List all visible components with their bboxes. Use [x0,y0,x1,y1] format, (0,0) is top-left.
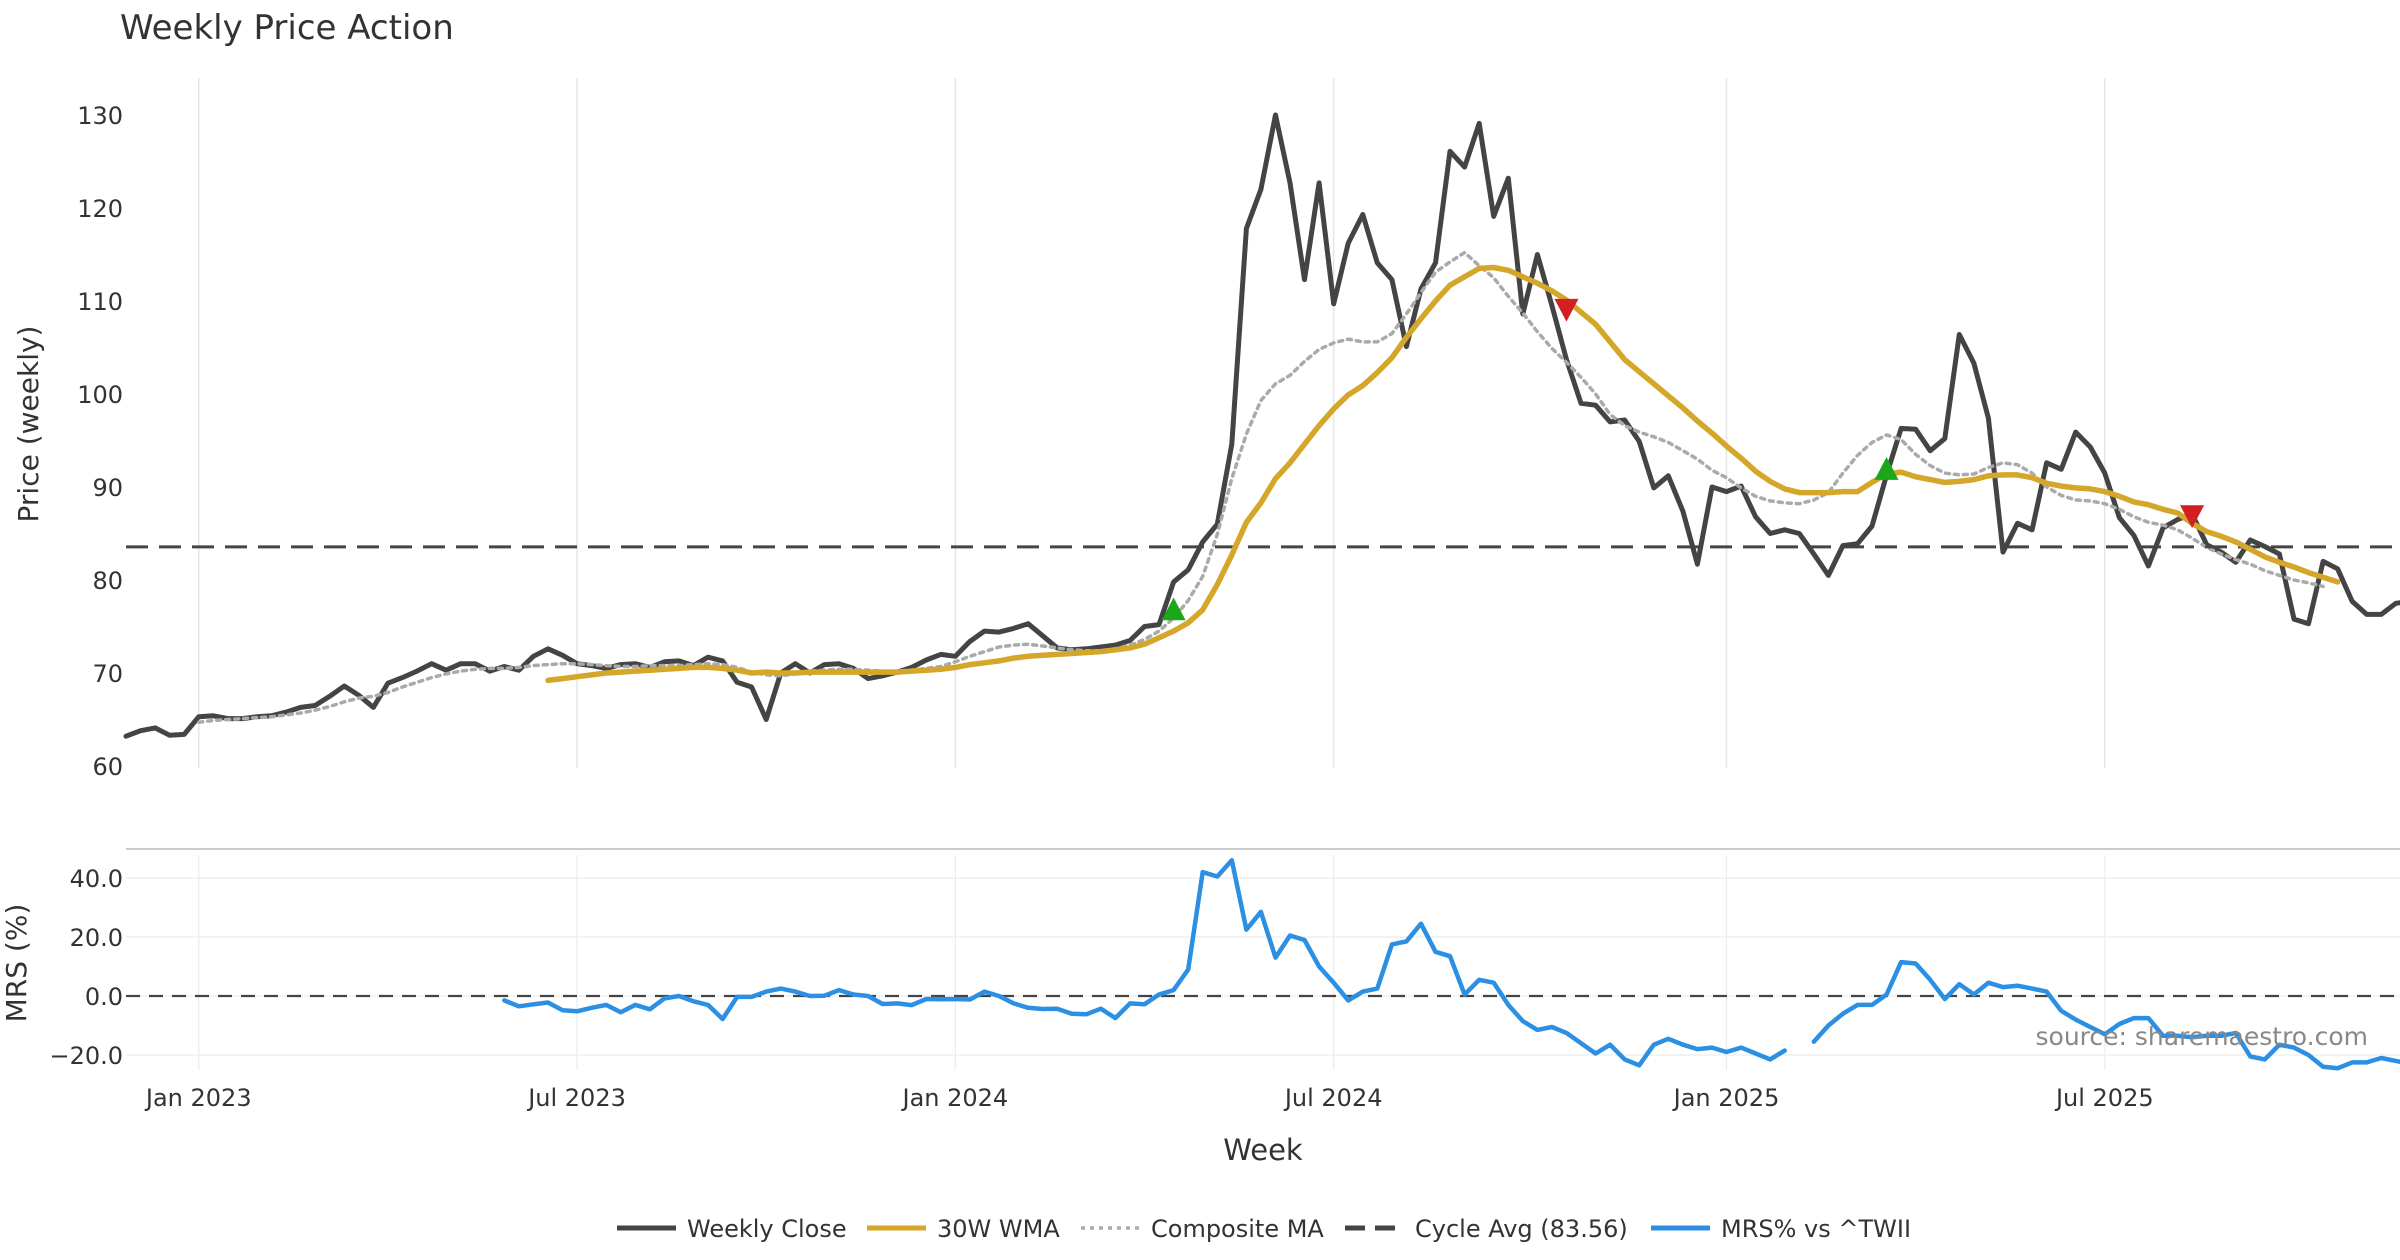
x-tick-label: Jul 2025 [2054,1084,2154,1112]
x-tick-label: Jul 2023 [526,1084,626,1112]
buy-signal-marker [1161,597,1186,621]
price-panel [123,112,2400,739]
x-tick-label: Jan 2024 [900,1084,1008,1112]
legend-item: Cycle Avg (83.56) [1345,1215,1628,1243]
axes: 60 70 80 90 100 110 120 130 Price (weekly) −20.0 0… [0,102,2154,1167]
legend-label: Cycle Avg (83.56) [1415,1215,1628,1243]
sell-signal-marker [2180,505,2205,529]
chart-title: Weekly Price Action [120,8,454,48]
legend-label: Composite MA [1151,1215,1324,1243]
legend-item: MRS% vs ^TWII [1651,1215,1911,1243]
price-y-tick-label: 60 [92,753,123,781]
price-y-tick-label: 90 [92,474,123,502]
legend: Weekly Close 30W WMA Composite MA Cycle Avg… [617,1215,1911,1243]
sell-signal-marker [1554,298,1579,322]
price-y-axis-label: Price (weekly) [12,326,45,523]
x-tick-label: Jan 2023 [144,1084,252,1112]
legend-item: 30W WMA [867,1215,1060,1243]
legend-item: Composite MA [1081,1215,1324,1243]
price-y-tick-label: 110 [77,288,123,316]
mrs-y-axis-label: MRS (%) [0,904,33,1023]
mrs-panel: source: sharemaestro.com [126,858,2400,1071]
mrs-y-tick-label: 20.0 [70,924,123,952]
series-weekly-close [123,112,2400,739]
legend-item: Weekly Close [617,1215,847,1243]
price-y-tick-label: 130 [77,102,123,130]
legend-label: 30W WMA [937,1215,1060,1243]
mrs-y-tick-label: −20.0 [49,1042,123,1070]
price-y-tick-label: 80 [92,567,123,595]
mrs-y-tick-label: 0.0 [85,983,123,1011]
price-y-tick-label: 100 [77,381,123,409]
source-note: source: sharemaestro.com [2036,1022,2369,1051]
series-mrs-vs-twii [502,858,2400,1071]
price-y-tick-label: 70 [92,660,123,688]
x-tick-label: Jan 2025 [1672,1084,1780,1112]
price-y-tick-label: 120 [77,195,123,223]
legend-label: MRS% vs ^TWII [1721,1215,1911,1243]
mrs-y-tick-label: 40.0 [70,865,123,893]
x-axis-label: Week [1223,1133,1303,1167]
x-tick-label: Jul 2024 [1283,1084,1383,1112]
series-30w-wma [545,264,2341,684]
buy-signal-marker [1874,457,1899,480]
series-composite-ma [197,250,2325,725]
legend-label: Weekly Close [687,1215,847,1243]
